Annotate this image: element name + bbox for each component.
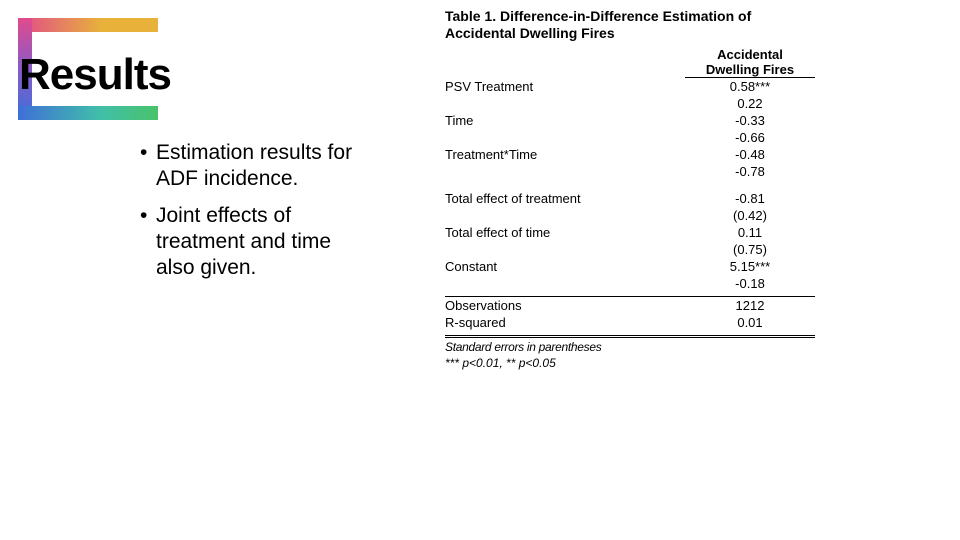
- table-row: Treatment*Time-0.48: [445, 146, 815, 163]
- table-footnote: Standard errors in parentheses: [445, 340, 815, 354]
- table-col-header: Accidental Dwelling Fires: [685, 48, 815, 78]
- table-row: Time-0.33: [445, 112, 815, 129]
- table-row: -0.18: [445, 275, 815, 292]
- table-row: Constant5.15***: [445, 258, 815, 275]
- bullet-item: Estimation results for ADF incidence.: [140, 140, 370, 193]
- table-header-row: Accidental Dwelling Fires: [445, 48, 815, 78]
- bracket-bottom: [18, 106, 158, 120]
- table-spacer: [445, 180, 815, 190]
- table-row: Observations1212: [445, 297, 815, 314]
- table-row: (0.42): [445, 207, 815, 224]
- table-significance: *** p<0.01, ** p<0.05: [445, 356, 815, 370]
- table-row: 0.22: [445, 95, 815, 112]
- bracket-top: [18, 18, 158, 32]
- table-row: R-squared0.01: [445, 314, 815, 331]
- table-row: -0.78: [445, 163, 815, 180]
- table-row: Total effect of time0.11: [445, 224, 815, 241]
- table-row: -0.66: [445, 129, 815, 146]
- table-row: (0.75): [445, 241, 815, 258]
- bullet-list: Estimation results for ADF incidence. Jo…: [140, 140, 370, 291]
- regression-table: Table 1. Difference-in-Difference Estima…: [445, 8, 815, 370]
- col-header-line1: Accidental: [717, 47, 783, 62]
- table-caption: Table 1. Difference-in-Difference Estima…: [445, 8, 815, 42]
- col-header-line2: Dwelling Fires: [706, 62, 794, 77]
- table-row: Total effect of treatment-0.81: [445, 190, 815, 207]
- table-row: PSV Treatment0.58***: [445, 78, 815, 95]
- bullet-item: Joint effects of treatment and time also…: [140, 203, 370, 282]
- table-rule-double: [445, 335, 815, 338]
- slide: Results Estimation results for ADF incid…: [0, 0, 960, 540]
- page-title: Results: [19, 50, 171, 100]
